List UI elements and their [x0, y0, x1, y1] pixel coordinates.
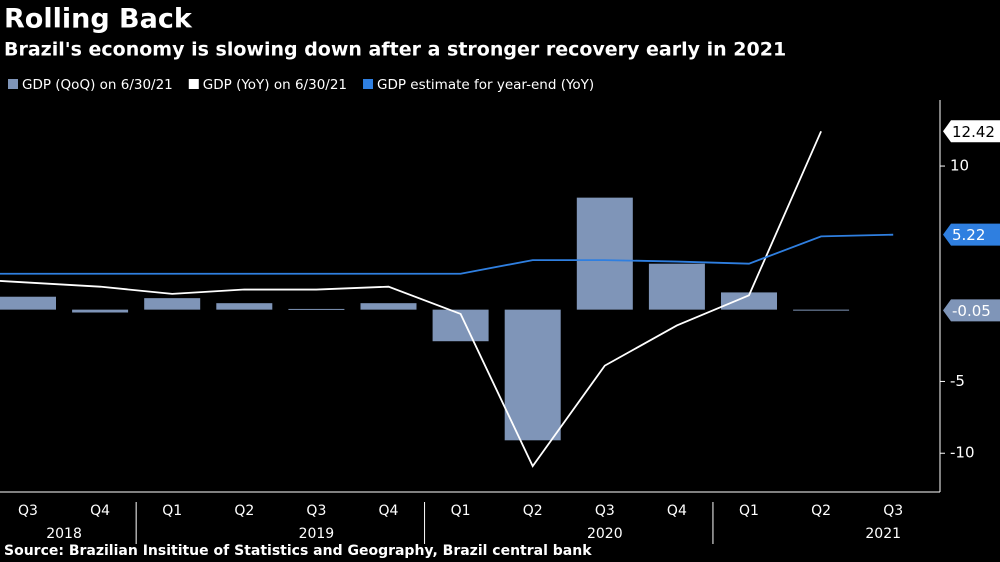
- end-label-box: [943, 223, 1000, 246]
- chart-subtitle: Brazil's economy is slowing down after a…: [4, 39, 786, 61]
- line: [0, 233, 894, 275]
- end-label: 12.42: [952, 123, 995, 141]
- x-tick-label: Q2: [523, 503, 543, 519]
- x-tick-label: Q4: [667, 503, 687, 519]
- bar: [648, 263, 705, 310]
- bar: [288, 308, 345, 310]
- end-label-box: [943, 299, 1000, 322]
- end-label: 5.22: [952, 226, 985, 244]
- bar: [793, 309, 850, 311]
- x-group-label: 2019: [299, 526, 335, 542]
- bar: [721, 292, 777, 310]
- legend-label: GDP estimate for year-end (YoY): [377, 77, 594, 93]
- bar: [144, 298, 201, 310]
- legend-swatch: [188, 79, 199, 89]
- source: Source: Brazilian Insititue of Statistic…: [4, 543, 592, 559]
- bar: [0, 296, 56, 310]
- y-tick-label: -5: [950, 372, 965, 390]
- x-tick-label: Q3: [306, 503, 326, 519]
- line: [0, 130, 822, 468]
- x-group-label: 2018: [46, 526, 82, 542]
- x-tick-label: Q2: [234, 503, 254, 519]
- end-label: -0.05: [952, 302, 991, 320]
- y-tick-label: 10: [950, 157, 969, 175]
- legend-label: GDP (QoQ) on 6/30/21: [22, 77, 173, 93]
- bar: [504, 309, 561, 441]
- bar: [576, 197, 633, 310]
- x-tick-label: Q2: [811, 503, 831, 519]
- x-group-label: 2020: [587, 526, 623, 542]
- chart-title: Rolling Back: [4, 4, 193, 35]
- x-tick-label: Q3: [595, 503, 615, 519]
- y-tick-label: -10: [950, 444, 975, 462]
- x-tick-label: Q1: [739, 503, 759, 519]
- x-group-label: 2021: [865, 526, 901, 542]
- bar: [72, 309, 129, 313]
- x-tick-label: Q3: [18, 503, 38, 519]
- legend-swatch: [8, 79, 18, 89]
- x-tick-label: Q1: [451, 503, 471, 519]
- x-tick-label: Q4: [379, 503, 399, 519]
- legend-swatch: [363, 79, 374, 89]
- end-label-box: [943, 120, 1000, 143]
- x-tick-label: Q1: [162, 503, 182, 519]
- bar: [216, 303, 273, 310]
- legend-label: GDP (YoY) on 6/30/21: [203, 77, 347, 93]
- x-tick-label: Q3: [883, 503, 903, 519]
- bar: [360, 303, 417, 310]
- x-tick-label: Q4: [90, 503, 110, 519]
